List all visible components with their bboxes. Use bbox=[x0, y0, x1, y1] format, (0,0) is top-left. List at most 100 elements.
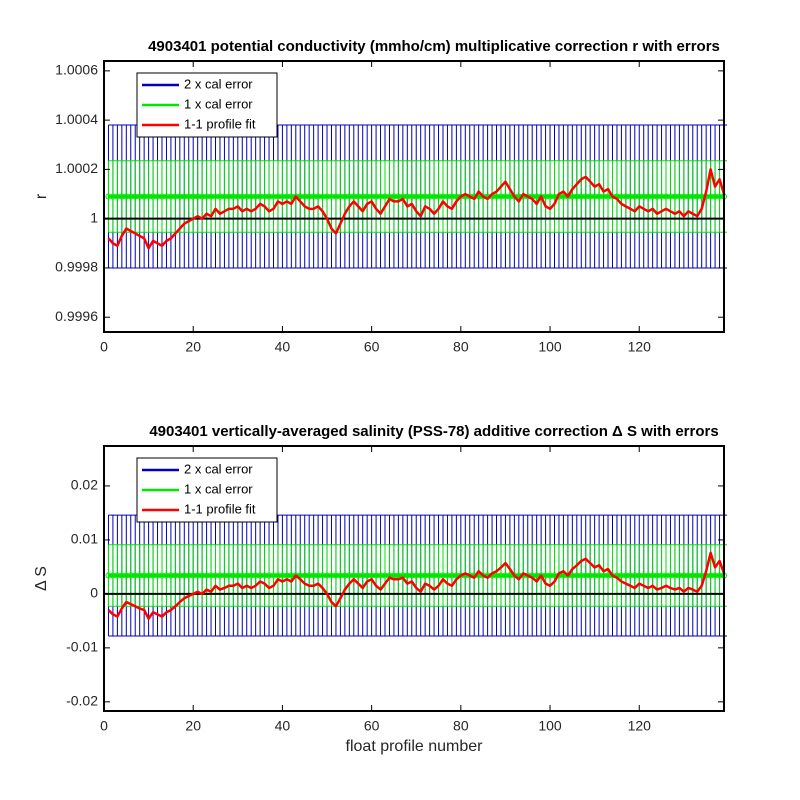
center-marker bbox=[208, 572, 215, 579]
center-marker bbox=[502, 572, 509, 579]
center-marker bbox=[359, 193, 366, 200]
center-marker bbox=[422, 572, 429, 579]
center-marker bbox=[591, 572, 598, 579]
center-marker bbox=[248, 193, 255, 200]
center-marker bbox=[689, 572, 696, 579]
center-marker bbox=[239, 572, 246, 579]
center-marker bbox=[618, 572, 625, 579]
center-marker bbox=[645, 572, 652, 579]
center-marker bbox=[587, 572, 594, 579]
center-marker bbox=[417, 572, 424, 579]
center-marker bbox=[141, 193, 148, 200]
center-marker bbox=[685, 572, 692, 579]
subplot: 0 20 40 60 80 100 120 -0.02 -0.01 0 0.01 0.02 490340… bbox=[33, 423, 727, 755]
center-marker bbox=[377, 193, 384, 200]
center-marker bbox=[239, 193, 246, 200]
x-tick-label: 0 bbox=[100, 718, 108, 734]
center-marker bbox=[176, 572, 183, 579]
center-marker bbox=[274, 572, 281, 579]
center-marker bbox=[243, 572, 250, 579]
center-marker bbox=[118, 572, 125, 579]
x-tick-label: 20 bbox=[185, 339, 201, 355]
center-marker bbox=[181, 572, 188, 579]
y-tick-label: 0.01 bbox=[71, 531, 98, 547]
center-marker bbox=[203, 572, 210, 579]
axes-box bbox=[103, 60, 725, 333]
subplot: 0 20 40 60 80 100 120 0.9996 0.9998 1 1.0002 1.0004… bbox=[33, 38, 727, 355]
center-marker bbox=[663, 193, 670, 200]
center-marker bbox=[404, 193, 411, 200]
center-marker bbox=[199, 572, 206, 579]
center-marker bbox=[591, 193, 598, 200]
center-marker bbox=[109, 193, 116, 200]
y-tick-label: 1.0004 bbox=[55, 111, 98, 127]
center-marker bbox=[444, 193, 451, 200]
center-marker bbox=[297, 193, 304, 200]
legend-label: 1-1 profile fit bbox=[184, 501, 256, 516]
center-marker bbox=[676, 572, 683, 579]
center-marker bbox=[234, 572, 241, 579]
center-marker bbox=[654, 572, 661, 579]
center-marker bbox=[261, 193, 268, 200]
center-marker bbox=[257, 572, 264, 579]
center-marker bbox=[190, 572, 197, 579]
center-marker bbox=[658, 193, 665, 200]
center-marker bbox=[109, 572, 116, 579]
legend-label: 1 x cal error bbox=[184, 481, 253, 496]
center-marker bbox=[560, 572, 567, 579]
center-marker bbox=[667, 193, 674, 200]
axes-box bbox=[103, 445, 725, 712]
center-marker bbox=[216, 193, 223, 200]
center-marker bbox=[640, 572, 647, 579]
legend: 2 x cal error 1 x cal error 1-1 profile fi… bbox=[136, 457, 278, 523]
center-marker bbox=[301, 572, 308, 579]
x-tick-label: 60 bbox=[364, 718, 380, 734]
center-marker bbox=[605, 572, 612, 579]
y-axis-label: r bbox=[33, 193, 50, 199]
center-marker bbox=[596, 572, 603, 579]
center-marker bbox=[346, 193, 353, 200]
center-marker bbox=[631, 572, 638, 579]
center-marker bbox=[377, 572, 384, 579]
center-marker bbox=[364, 572, 371, 579]
center-marker bbox=[694, 572, 701, 579]
center-marker bbox=[350, 572, 357, 579]
center-marker bbox=[649, 572, 656, 579]
center-marker bbox=[694, 193, 701, 200]
center-marker bbox=[185, 572, 192, 579]
center-marker bbox=[364, 193, 371, 200]
center-marker bbox=[288, 193, 295, 200]
center-marker bbox=[511, 193, 518, 200]
center-marker bbox=[373, 572, 380, 579]
center-marker bbox=[279, 193, 286, 200]
center-marker bbox=[355, 572, 362, 579]
center-marker bbox=[600, 193, 607, 200]
center-marker bbox=[431, 193, 438, 200]
center-marker bbox=[190, 193, 197, 200]
center-marker bbox=[716, 572, 723, 579]
center-marker bbox=[395, 193, 402, 200]
x-tick-label: 20 bbox=[185, 718, 201, 734]
center-marker bbox=[252, 193, 259, 200]
center-marker bbox=[315, 572, 322, 579]
x-tick-label: 100 bbox=[538, 339, 562, 355]
fit-line bbox=[107, 168, 726, 250]
center-marker bbox=[511, 572, 518, 579]
center-marker bbox=[261, 572, 268, 579]
center-marker bbox=[154, 193, 161, 200]
center-marker bbox=[417, 193, 424, 200]
center-marker bbox=[350, 193, 357, 200]
center-marker bbox=[105, 572, 112, 579]
center-marker bbox=[355, 193, 362, 200]
center-marker bbox=[158, 572, 165, 579]
center-marker bbox=[212, 572, 219, 579]
center-marker bbox=[212, 193, 219, 200]
center-marker bbox=[578, 193, 585, 200]
center-marker bbox=[390, 193, 397, 200]
center-marker bbox=[123, 572, 130, 579]
center-marker bbox=[225, 193, 232, 200]
center-marker bbox=[654, 193, 661, 200]
fit-line bbox=[107, 551, 726, 620]
center-marker bbox=[596, 193, 603, 200]
center-marker bbox=[136, 572, 143, 579]
